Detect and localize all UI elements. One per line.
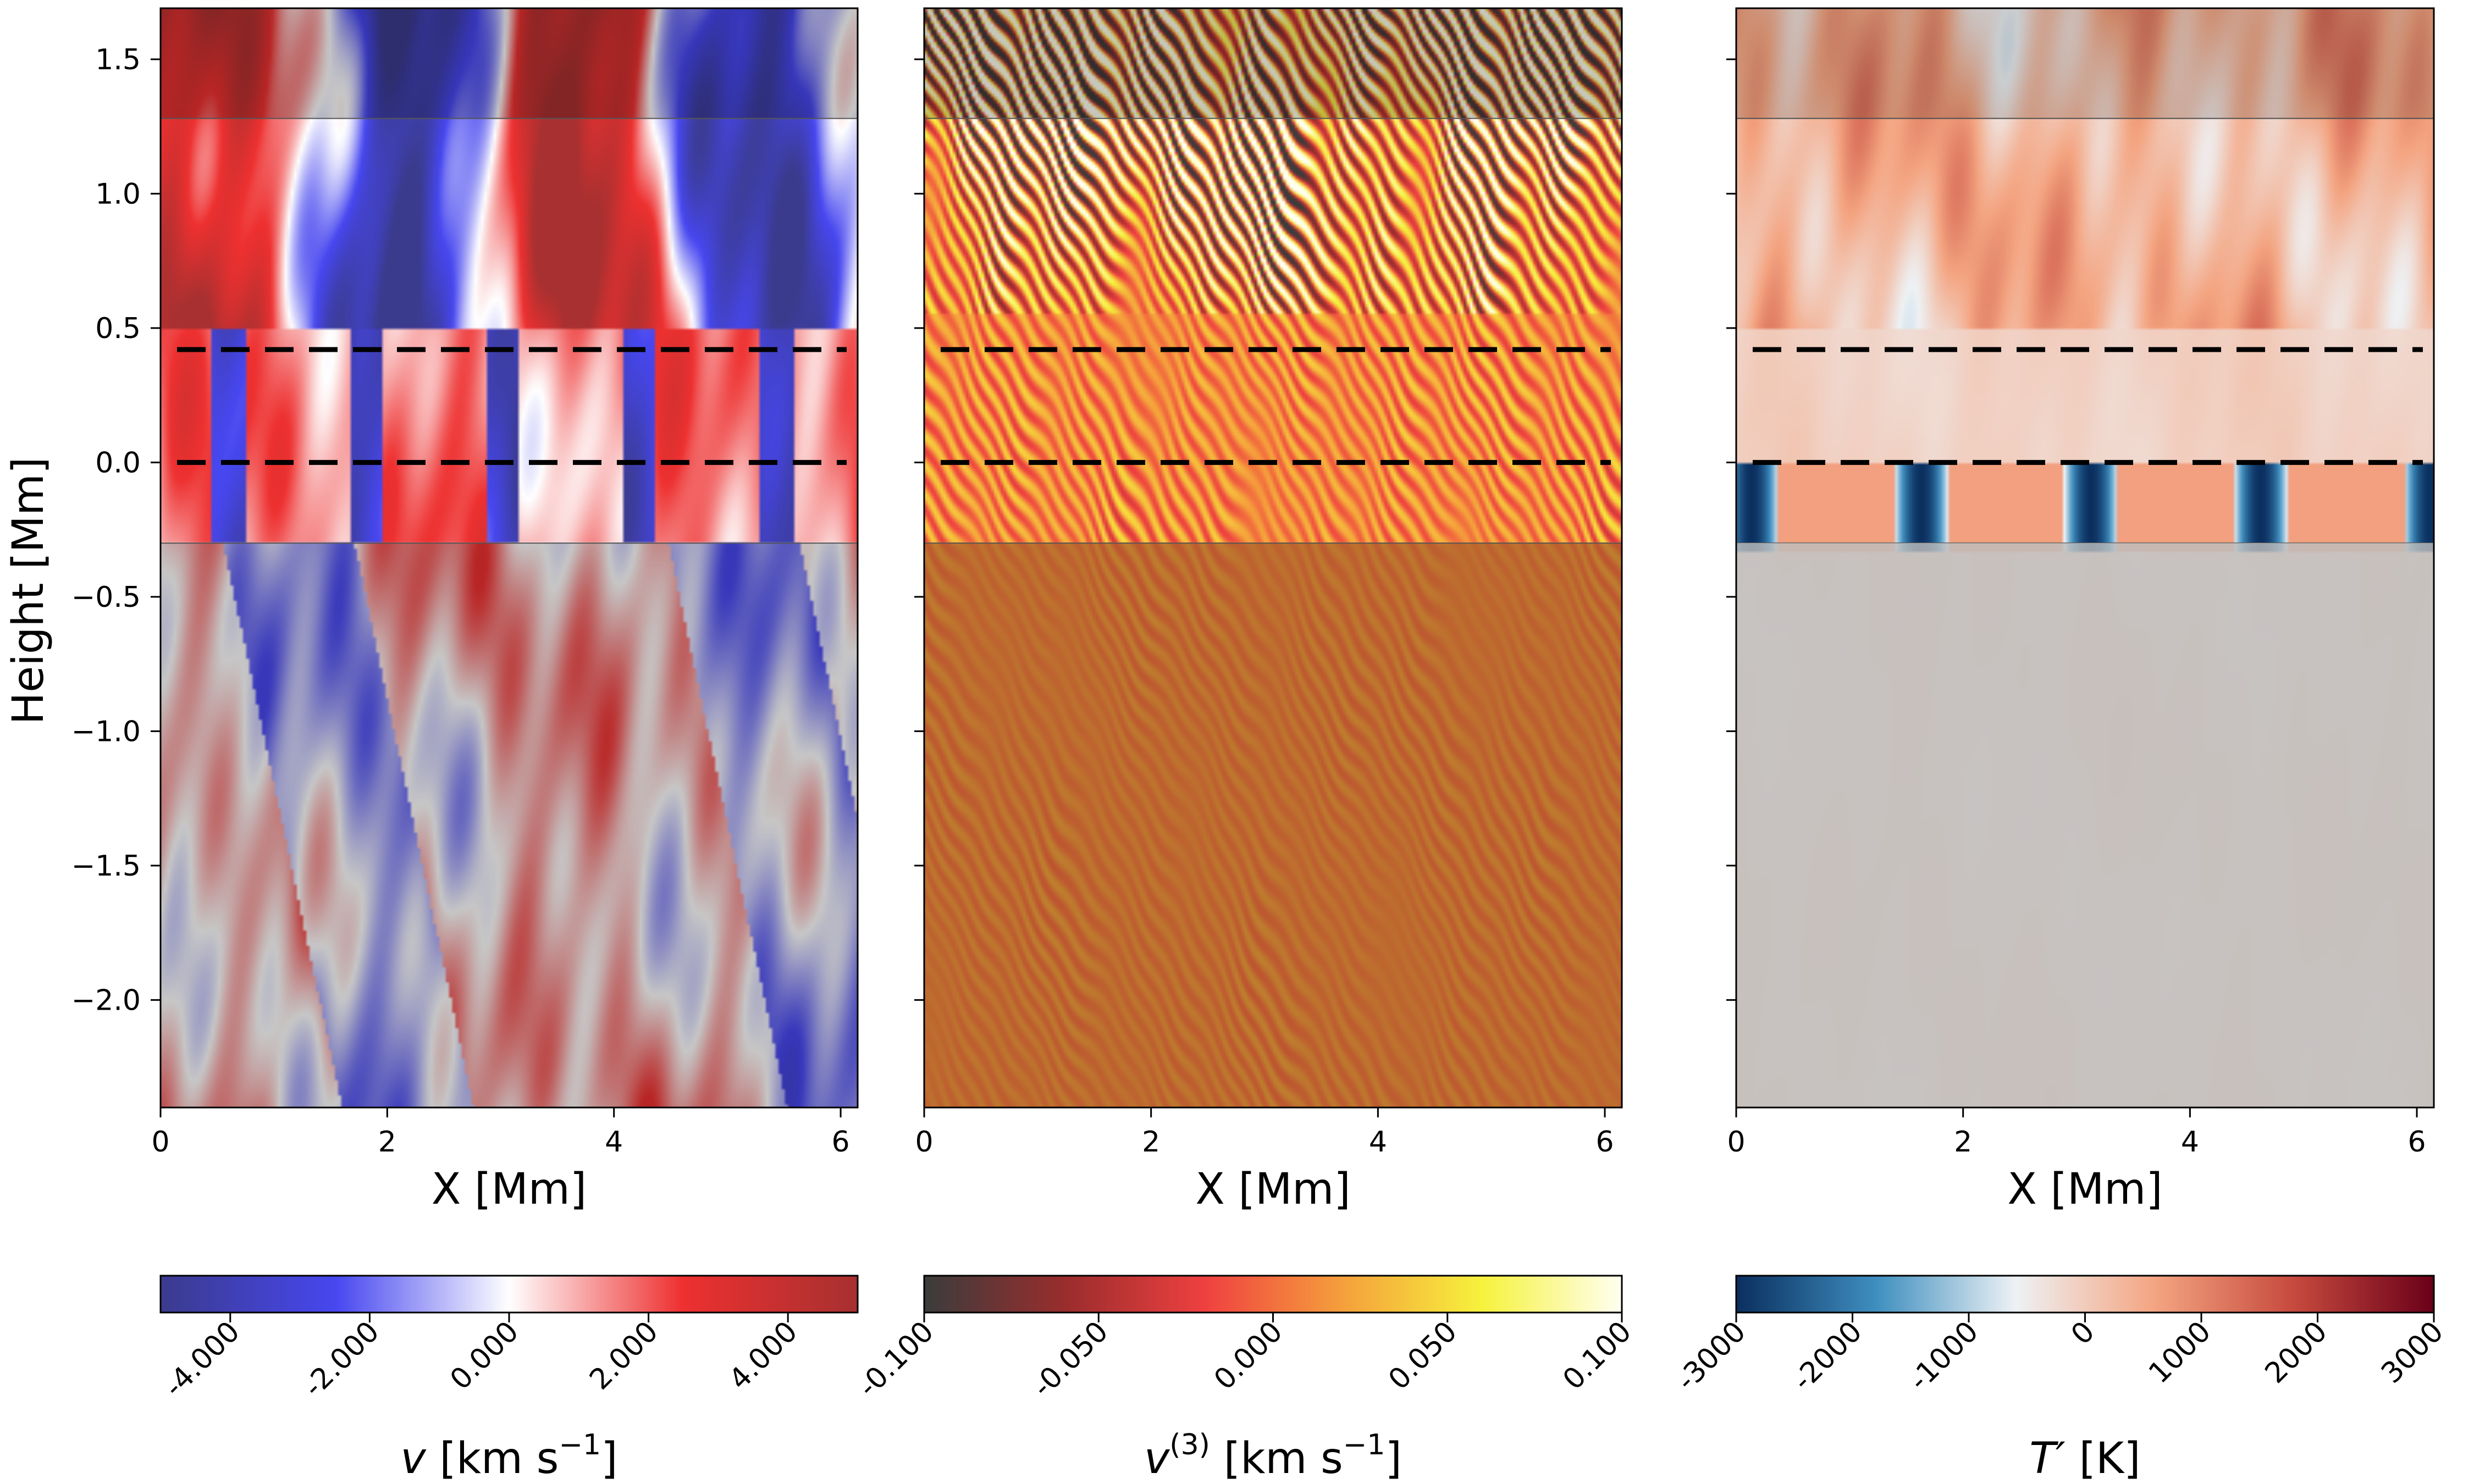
masked-region — [1736, 543, 2434, 1108]
y-tick-label: 1.0 — [95, 178, 141, 211]
colorbar-label-unit: [km s — [1224, 1434, 1343, 1483]
colorbar-label-exponent: −1 — [559, 1428, 601, 1461]
shaded-top-band — [1736, 8, 2434, 119]
colorbar-label-close: ] — [601, 1434, 617, 1483]
y-tick-label: −2.0 — [71, 984, 141, 1017]
axes-frame — [1735, 7, 2435, 1109]
panel-2: 0 2 4 6 X [Mm] — [914, 7, 1623, 1214]
x-axis-label: X [Mm] — [2007, 1165, 2162, 1214]
shaded-band-1 — [161, 8, 858, 119]
colorbar-tick-label: -2000 — [1786, 1315, 1868, 1397]
shaded-band-2 — [161, 543, 858, 1108]
colorbar-tick-label: 2000 — [2259, 1315, 2334, 1390]
colorbar-label-space — [2066, 1434, 2079, 1483]
colorbar-frame — [923, 1275, 1623, 1314]
y-tick-label: 1.5 — [95, 43, 141, 76]
colorbar-label-unit: [km s — [439, 1434, 559, 1483]
colorbar-label-symbol: v — [1144, 1434, 1170, 1483]
x-tick-label: 6 — [2408, 1126, 2426, 1159]
colorbar-frame — [159, 1275, 859, 1314]
colorbar-tick-label: -0.050 — [1026, 1315, 1114, 1404]
velocity-colorbar — [161, 1276, 858, 1313]
colorbar-tick-label: -1000 — [1903, 1315, 1985, 1397]
colorbar-tick-label: -2.000 — [297, 1315, 386, 1404]
colorbar-2: -0.100 -0.050 0.000 0.050 0.100 v(3) [km s−1] — [852, 1275, 1638, 1483]
y-tick-label: −1.0 — [71, 715, 141, 748]
colorbar-tick-label: 2.000 — [583, 1315, 665, 1397]
x-tick-label: 0 — [151, 1126, 169, 1159]
colorbar-tick-label: 1000 — [2142, 1315, 2217, 1390]
colorbar-label-exponent: −1 — [1343, 1428, 1385, 1461]
x-tick-label: 2 — [378, 1126, 396, 1159]
y-axis-label: Height [Mm] — [4, 457, 53, 725]
x-axis-label: X [Mm] — [1195, 1165, 1350, 1214]
colorbar-label-close: ] — [1385, 1434, 1401, 1483]
x-tick-label: 2 — [1142, 1126, 1160, 1159]
axes-frame — [159, 7, 859, 1109]
colorbar-3: -3000 -2000 -1000 0 1000 2000 3000 T′ [K] — [1670, 1275, 2450, 1483]
colorbar-label-symbol: v — [400, 1434, 427, 1483]
x-tick-label: 6 — [1596, 1126, 1614, 1159]
x-tick-label: 2 — [1954, 1126, 1972, 1159]
x-axis-label: X [Mm] — [432, 1165, 587, 1214]
x-tick-label: 6 — [832, 1126, 850, 1159]
panel-3: 0 2 4 6 X [Mm] — [1726, 7, 2435, 1214]
colorbar-tick-label: 3000 — [2375, 1315, 2450, 1390]
shaded-band-1 — [924, 8, 1622, 119]
colorbar-label-superscript: (3) — [1169, 1428, 1210, 1461]
colorbar-frame — [1735, 1275, 2435, 1314]
colorbar-tick-label: -0.100 — [852, 1315, 940, 1404]
y-tick-label: −1.5 — [71, 850, 141, 883]
x-tick-label: 0 — [915, 1126, 933, 1159]
velocity-heatmap — [161, 8, 858, 1108]
x-tick-label: 4 — [605, 1126, 623, 1159]
colorbar-label-symbol: T′ — [2029, 1434, 2066, 1483]
colorbar-label-space — [426, 1434, 440, 1483]
colorbar-tick-label: 0 — [2065, 1315, 2101, 1352]
third-order-velocity-colorbar — [924, 1276, 1622, 1313]
colorbar-tick-label: 0.100 — [1556, 1315, 1638, 1397]
shaded-band-2 — [924, 543, 1622, 1108]
temperature-perturbation-colorbar — [1736, 1276, 2434, 1313]
y-tick-label: −0.5 — [71, 581, 141, 614]
x-tick-label: 4 — [1369, 1126, 1387, 1159]
y-tick-label: 0.5 — [95, 312, 141, 345]
colorbar-tick-label: -3000 — [1670, 1315, 1752, 1397]
colorbar-tick-label: -4.000 — [158, 1315, 246, 1404]
colorbar-tick-label: 0.000 — [1208, 1315, 1289, 1397]
colorbar-tick-label: 4.000 — [723, 1315, 804, 1397]
panel-1: 0 2 4 6 X [Mm] 1.5 1.0 0.5 0.0 −0.5 −1.0 −1.5 −2.0 He… — [4, 7, 859, 1214]
x-tick-label: 0 — [1727, 1126, 1745, 1159]
x-tick-label: 4 — [2181, 1126, 2199, 1159]
colorbar-label: v [km s−1] — [400, 1428, 617, 1483]
colorbar-tick-label: 0.000 — [444, 1315, 525, 1397]
colorbar-1: -4.000 -2.000 0.000 2.000 4.000 v [km s−1] — [158, 1275, 859, 1483]
third-order-velocity-heatmap — [924, 8, 1622, 1108]
colorbar-tick-label: 0.050 — [1382, 1315, 1464, 1397]
colorbar-label-space — [1210, 1434, 1224, 1483]
y-tick-label: 0.0 — [95, 446, 141, 479]
colorbar-label-unit: [K] — [2079, 1434, 2141, 1483]
colorbar-label: v(3) [km s−1] — [1144, 1428, 1402, 1483]
colorbar-label: T′ [K] — [2029, 1434, 2140, 1483]
axes-frame — [923, 7, 1623, 1109]
